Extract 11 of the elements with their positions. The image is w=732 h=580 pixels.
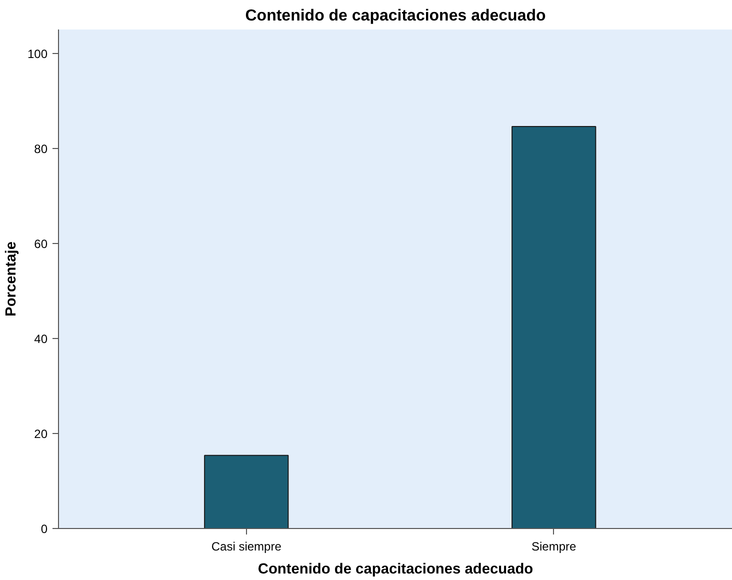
y-tick-label: 40 <box>34 332 48 346</box>
x-tick-label: Casi siempre <box>211 540 282 554</box>
x-tick-label: Siempre <box>532 540 577 554</box>
y-tick-label: 60 <box>34 236 48 251</box>
x-axis-title: Contenido de capacitaciones adecuado <box>258 562 534 578</box>
y-tick-label: 80 <box>34 142 48 156</box>
y-tick-label: 100 <box>27 46 48 61</box>
y-axis-title: Porcentaje <box>3 242 20 316</box>
y-tick-label: 20 <box>34 426 48 441</box>
chart-title: Contenido de capacitaciones adecuado <box>245 8 546 24</box>
y-tick-label: 0 <box>40 522 48 536</box>
